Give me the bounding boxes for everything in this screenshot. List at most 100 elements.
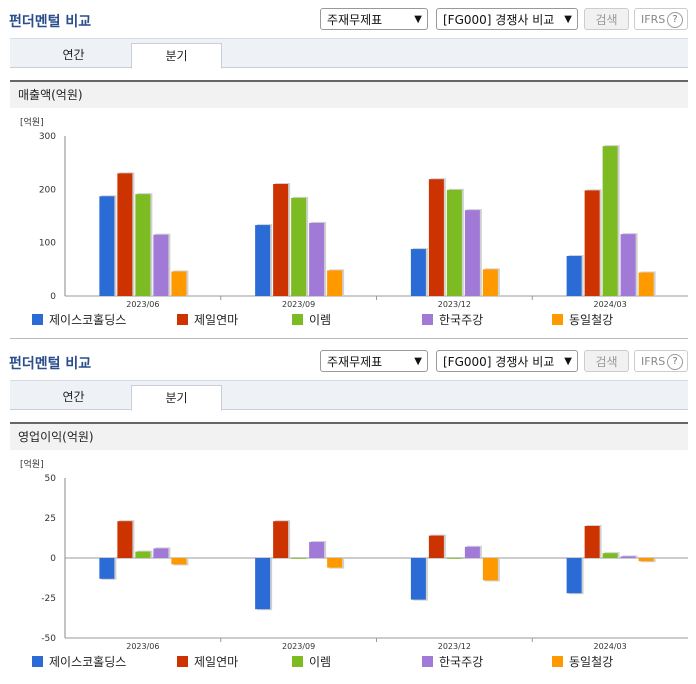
- section-title: 펀더멘털 비교: [9, 356, 92, 372]
- bar-제이스코홀딩스-2023-06: [99, 558, 115, 579]
- chevron-down-icon: ▼: [414, 14, 422, 25]
- bar-제이스코홀딩스-2023-12: [410, 558, 426, 600]
- tab-annual[interactable]: 연간: [62, 48, 85, 62]
- bar-이렘-2023-12: [446, 189, 462, 296]
- statement-select[interactable]: 주재무제표 ▼: [320, 350, 428, 372]
- period-tabs: 연간 분기: [10, 380, 688, 411]
- y-tick-label: 200: [39, 185, 56, 195]
- legend-label: 제이스코홀딩스: [49, 313, 126, 327]
- y-unit-label: [억원]: [20, 116, 44, 128]
- x-tick-label: 2023/12: [438, 300, 471, 309]
- search-button[interactable]: 검색: [584, 8, 629, 30]
- ifrs-label: IFRS: [641, 13, 666, 26]
- fundamental-section-operating-income: 펀더멘털 비교 주재무제표 ▼ [FG000] 경쟁사 비교 ▼ 검색 IFRS…: [0, 342, 696, 684]
- chevron-down-icon: ▼: [564, 14, 572, 25]
- bar-한국주강-2023-12: [464, 546, 480, 558]
- legend-label: 제일연마: [194, 655, 238, 669]
- bar-동일철강-2024-03: [638, 558, 654, 562]
- help-icon[interactable]: ?: [667, 354, 683, 370]
- legend-swatch: [422, 656, 433, 667]
- compare-select-value: [FG000] 경쟁사 비교: [443, 13, 555, 27]
- bar-이렘-2023-09: [291, 558, 307, 559]
- ifrs-label: IFRS: [641, 355, 666, 368]
- ifrs-button[interactable]: IFRS ?: [634, 8, 688, 30]
- compare-select-value: [FG000] 경쟁사 비교: [443, 355, 555, 369]
- bar-제일연마-2023-09: [273, 184, 289, 296]
- bar-이렘-2024-03: [602, 553, 618, 558]
- y-tick-label: 25: [45, 514, 56, 524]
- legend-swatch: [552, 656, 563, 667]
- bar-이렘-2023-06: [135, 551, 151, 558]
- bar-제이스코홀딩스-2023-12: [410, 249, 426, 296]
- bar-한국주강-2023-09: [309, 222, 325, 296]
- legend-label: 이렘: [309, 313, 331, 327]
- legend-swatch: [177, 314, 188, 325]
- bar-이렘-2023-06: [135, 194, 151, 296]
- legend-label: 한국주강: [439, 313, 483, 327]
- compare-select[interactable]: [FG000] 경쟁사 비교 ▼: [436, 8, 578, 30]
- x-tick-label: 2024/03: [594, 300, 627, 309]
- section-header: 펀더멘털 비교 주재무제표 ▼ [FG000] 경쟁사 비교 ▼ 검색 IFRS…: [0, 342, 696, 378]
- legend-swatch: [32, 656, 43, 667]
- fundamental-section-revenue: 펀더멘털 비교 주재무제표 ▼ [FG000] 경쟁사 비교 ▼ 검색 IFRS…: [0, 0, 696, 340]
- panel-label: 영업이익(억원): [10, 422, 688, 450]
- section-title: 펀더멘털 비교: [9, 14, 92, 30]
- bar-동일철강-2024-03: [638, 272, 654, 296]
- legend-label: 이렘: [309, 655, 331, 669]
- ifrs-button[interactable]: IFRS ?: [634, 350, 688, 372]
- bar-동일철강-2023-06: [171, 271, 187, 296]
- bar-이렘-2024-03: [602, 146, 618, 296]
- legend-swatch: [177, 656, 188, 667]
- bar-shadow: [293, 557, 309, 558]
- bar-동일철강-2023-12: [482, 269, 498, 296]
- y-tick-label: 0: [50, 292, 56, 302]
- bar-제일연마-2023-06: [117, 173, 133, 296]
- y-unit-label: [억원]: [20, 458, 44, 470]
- bar-제일연마-2024-03: [584, 526, 600, 558]
- x-tick-label: 2024/03: [594, 642, 627, 651]
- statement-select-value: 주재무제표: [327, 13, 383, 27]
- legend-label: 동일철강: [569, 655, 613, 669]
- revenue-chart: [억원] 0 100 200 300 2023/06 2023/09 2023/12 2024/…: [20, 116, 688, 327]
- x-tick-label: 2023/09: [282, 642, 315, 651]
- legend-swatch: [32, 314, 43, 325]
- bar-제일연마-2023-06: [117, 521, 133, 558]
- tab-quarterly[interactable]: 분기: [131, 43, 222, 69]
- legend-label: 제일연마: [194, 313, 238, 327]
- legend-swatch: [552, 314, 563, 325]
- x-tick-label: 2023/06: [126, 300, 159, 309]
- tab-annual[interactable]: 연간: [62, 390, 85, 404]
- search-button[interactable]: 검색: [584, 350, 629, 372]
- compare-select[interactable]: [FG000] 경쟁사 비교 ▼: [436, 350, 578, 372]
- x-tick-label: 2023/06: [126, 642, 159, 651]
- bar-제이스코홀딩스-2024-03: [566, 256, 582, 296]
- bar-한국주강-2024-03: [620, 556, 636, 558]
- bar-제일연마-2023-12: [428, 179, 444, 296]
- y-tick-label: -25: [41, 594, 56, 604]
- bar-동일철강-2023-12: [482, 558, 498, 581]
- statement-select[interactable]: 주재무제표 ▼: [320, 8, 428, 30]
- bar-이렘-2023-09: [291, 197, 307, 296]
- help-icon[interactable]: ?: [667, 12, 683, 28]
- bar-동일철강-2023-09: [327, 558, 343, 568]
- chevron-down-icon: ▼: [564, 356, 572, 367]
- bar-한국주강-2023-06: [153, 548, 169, 558]
- bar-한국주강-2023-09: [309, 542, 325, 558]
- x-tick-label: 2023/09: [282, 300, 315, 309]
- chevron-down-icon: ▼: [414, 356, 422, 367]
- bar-shadow: [622, 555, 638, 557]
- legend-label: 동일철강: [569, 313, 613, 327]
- period-tabs: 연간 분기: [10, 38, 688, 69]
- panel-label: 매출액(억원): [10, 80, 688, 108]
- tab-quarterly[interactable]: 분기: [131, 385, 222, 411]
- y-tick-label: -50: [41, 634, 56, 644]
- bar-제이스코홀딩스-2023-09: [255, 225, 271, 296]
- bar-한국주강-2024-03: [620, 234, 636, 296]
- bar-제일연마-2023-09: [273, 521, 289, 558]
- bar-제일연마-2023-12: [428, 535, 444, 558]
- bar-제일연마-2024-03: [584, 190, 600, 296]
- statement-select-value: 주재무제표: [327, 355, 383, 369]
- operating-income-chart: [억원]50 25 0 -25 -50 2023/06 2023/09 2023/12 2024…: [20, 458, 688, 669]
- bar-한국주강-2023-12: [464, 210, 480, 296]
- legend-swatch: [292, 656, 303, 667]
